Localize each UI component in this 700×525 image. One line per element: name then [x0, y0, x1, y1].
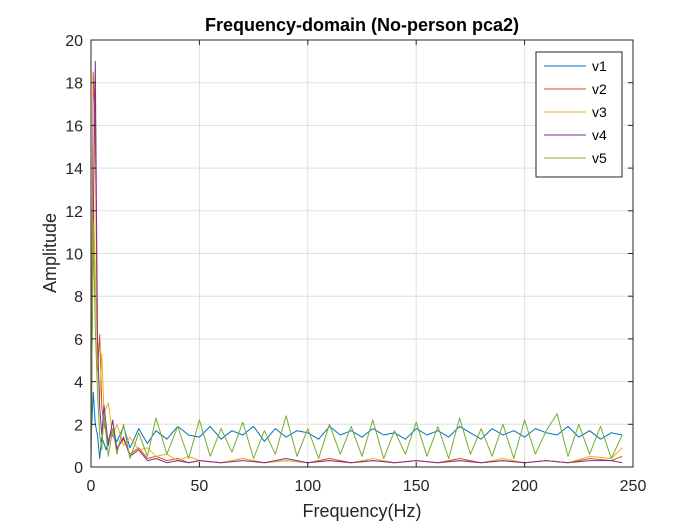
x-tick-label: 0 [87, 478, 96, 495]
legend-label-v5: v5 [592, 150, 607, 166]
y-tick-label: 18 [65, 76, 83, 93]
series-line-v4 [90, 60, 623, 464]
legend-label-v3: v3 [592, 104, 607, 120]
y-tick-label: 0 [74, 460, 83, 477]
legend: v1 v2 v3 v4 v5 [535, 51, 623, 178]
legend-label-v1: v1 [592, 58, 607, 74]
y-tick-label: 10 [65, 247, 83, 264]
legend-box [535, 51, 623, 178]
x-tick-label: 50 [191, 478, 209, 495]
legend-label-v4: v4 [592, 127, 607, 143]
x-axis-label: Frequency(Hz) [302, 501, 421, 521]
y-tick-label: 8 [74, 289, 83, 306]
y-axis-label: Amplitude [40, 213, 60, 293]
y-tick-label: 16 [65, 118, 83, 135]
series-lines [90, 60, 623, 464]
y-tick-label: 2 [74, 417, 83, 434]
legend-label-v2: v2 [592, 81, 607, 97]
x-tick-label: 150 [403, 478, 430, 495]
x-tick-label: 200 [511, 478, 538, 495]
series-line-v5 [90, 221, 623, 463]
chart-title: Frequency-domain (No-person pca2) [205, 15, 519, 35]
y-tick-label: 12 [65, 204, 83, 221]
axis-ticks: 0 50 100 150 200 250 0 2 4 6 8 10 12 14 16 18 20 [65, 33, 646, 495]
y-tick-label: 20 [65, 33, 83, 50]
x-tick-label: 250 [620, 478, 647, 495]
x-tick-label: 100 [294, 478, 321, 495]
y-tick-label: 4 [74, 375, 83, 392]
y-tick-label: 6 [74, 332, 83, 349]
y-tick-label: 14 [65, 161, 83, 178]
